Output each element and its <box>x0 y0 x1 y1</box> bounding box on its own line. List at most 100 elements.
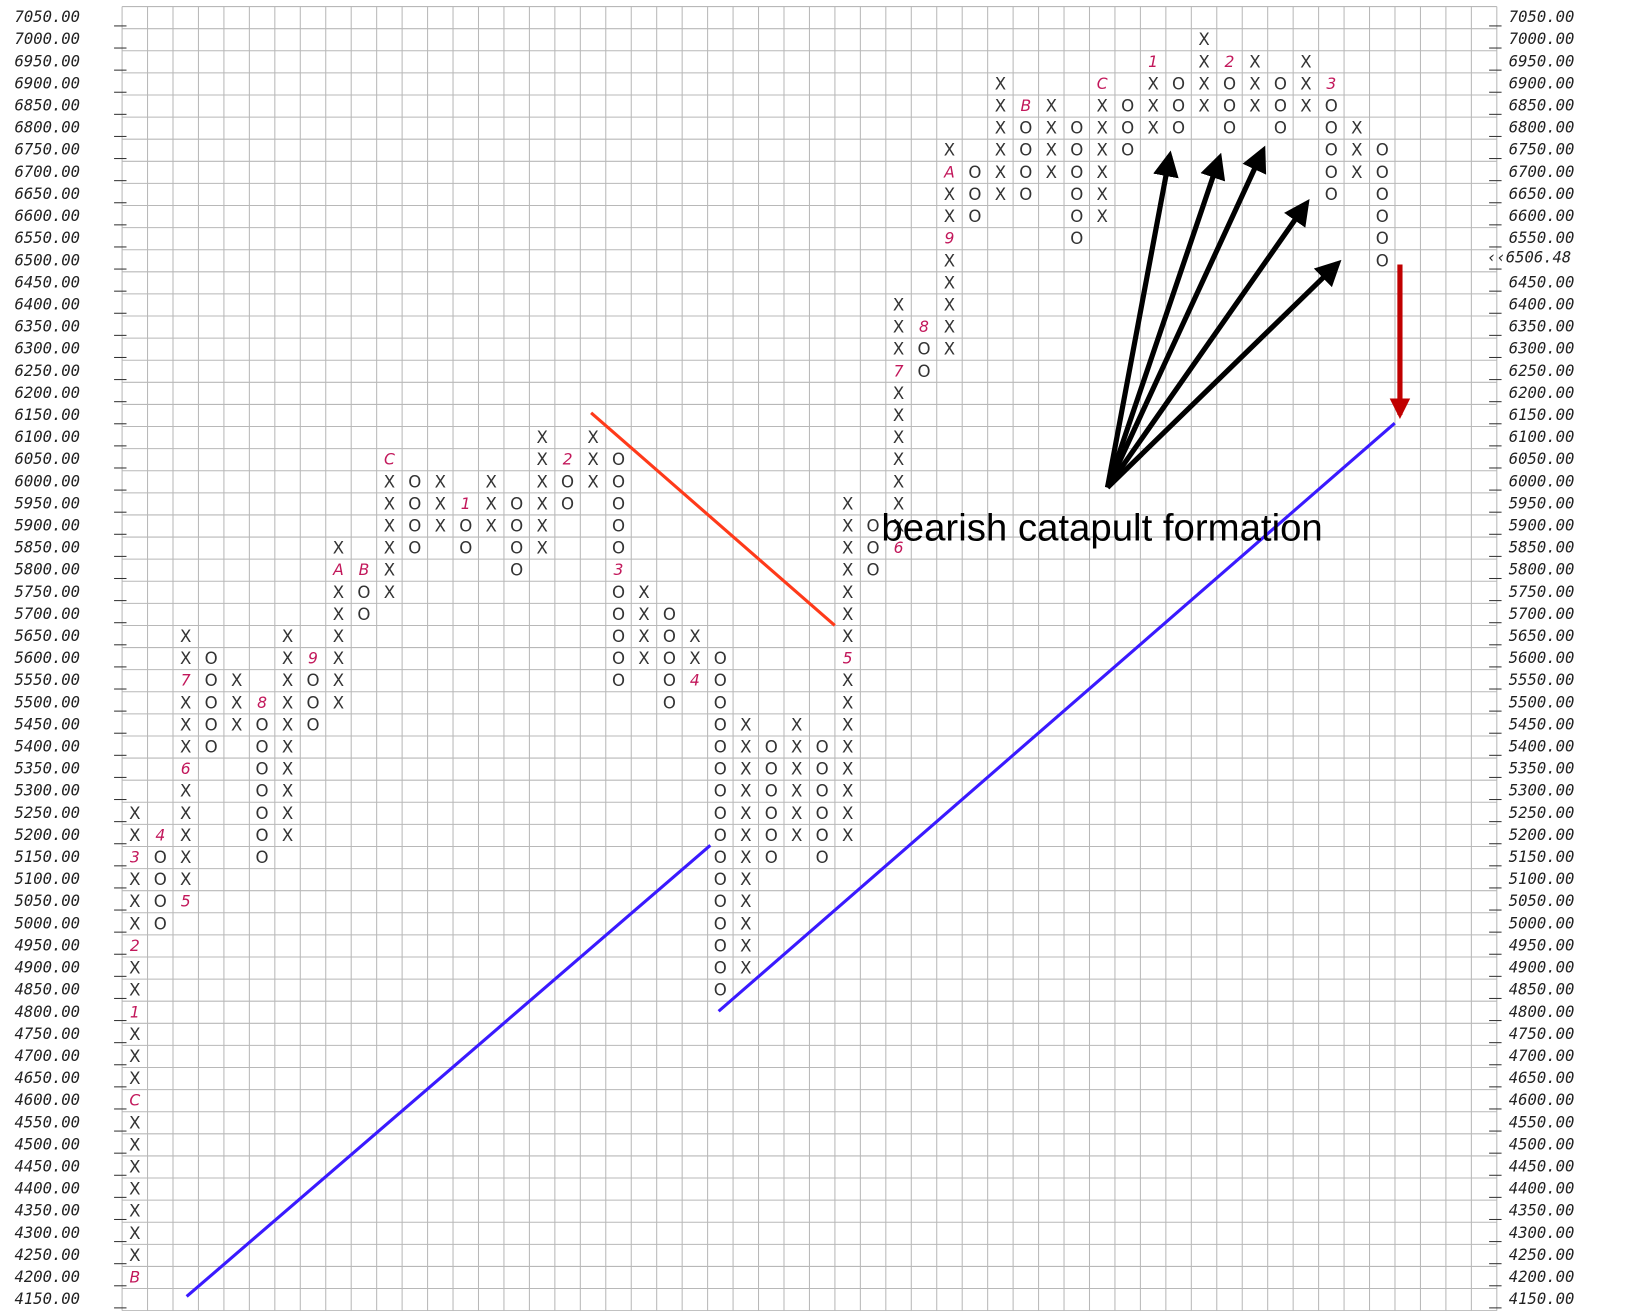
x-box: X <box>791 738 802 757</box>
x-box: X <box>384 472 395 491</box>
x-box: X <box>333 627 344 646</box>
x-box: X <box>180 848 191 867</box>
o-box: O <box>816 826 829 845</box>
x-box: X <box>1097 141 1108 160</box>
x-box: X <box>791 715 802 734</box>
x-box: X <box>333 583 344 602</box>
x-box: X <box>1046 97 1057 116</box>
o-box: O <box>1121 141 1134 160</box>
o-box: O <box>714 782 727 801</box>
x-column: XXX <box>1249 52 1260 115</box>
x-box: X <box>893 450 904 469</box>
x-box: X <box>536 428 547 447</box>
x-box: X <box>180 627 191 646</box>
x-box: X <box>944 185 955 204</box>
x-box: X <box>740 760 751 779</box>
o-box: O <box>968 163 981 182</box>
o-box: O <box>714 693 727 712</box>
x-box: X <box>689 649 700 668</box>
x-box: X <box>1351 119 1362 138</box>
o-box: O <box>510 494 523 513</box>
y-tick-label-right: 4900.00 <box>1509 959 1575 977</box>
o-box: O <box>714 870 727 889</box>
y-tick-label-right: 4750.00 <box>1509 1025 1575 1043</box>
o-box: O <box>1172 97 1185 116</box>
o-box: O <box>1325 163 1338 182</box>
month-marker: 7 <box>181 672 191 690</box>
month-marker: A <box>943 163 955 181</box>
x-box: X <box>995 74 1006 93</box>
y-tick-label-right: 6700.00 <box>1509 163 1575 181</box>
o-box: O <box>459 539 472 558</box>
o-box: O <box>1172 119 1185 138</box>
y-tick-label: 4750.00 <box>15 1025 81 1043</box>
o-box: O <box>357 605 370 624</box>
y-tick-label: 4350.00 <box>15 1202 81 1220</box>
y-tick-label: 6100.00 <box>15 428 81 446</box>
month-marker: 4 <box>155 826 165 844</box>
y-tick-label-right: 5850.00 <box>1509 539 1575 557</box>
o-box: O <box>714 760 727 779</box>
month-marker: 2 <box>130 937 140 955</box>
x-box: X <box>1198 52 1209 71</box>
y-tick-label-right: 4400.00 <box>1509 1180 1575 1198</box>
y-tick-label-right: 5500.00 <box>1509 693 1575 711</box>
y-tick-label-right: 6650.00 <box>1509 185 1575 203</box>
x-box: X <box>740 826 751 845</box>
y-tick-label-right: 6450.00 <box>1509 273 1575 291</box>
arrow <box>1105 259 1342 490</box>
x-box: X <box>893 295 904 314</box>
o-box: O <box>663 627 676 646</box>
o-box: O <box>663 649 676 668</box>
support-line <box>717 421 1396 1013</box>
y-tick-label-right: 5150.00 <box>1509 848 1575 866</box>
x-box: X <box>1046 141 1057 160</box>
y-tick-label-right: 6150.00 <box>1509 406 1575 424</box>
x-box: X <box>995 97 1006 116</box>
y-tick-label: 6850.00 <box>15 97 81 115</box>
x-box: X <box>995 163 1006 182</box>
y-tick-label: 4900.00 <box>15 959 81 977</box>
y-tick-label: 5850.00 <box>15 539 81 557</box>
y-tick-label-right: 6600.00 <box>1509 207 1575 225</box>
o-column: OO 2 <box>561 451 574 514</box>
o-box: O <box>917 340 930 359</box>
y-tick-label: 4400.00 <box>15 1180 81 1198</box>
y-tick-label: 4150.00 <box>15 1290 81 1308</box>
month-marker: 6 <box>181 760 191 778</box>
o-box: O <box>714 936 727 955</box>
x-box: X <box>129 1157 140 1176</box>
x-box: X <box>893 472 904 491</box>
o-column: OOO <box>1172 74 1185 137</box>
x-box: X <box>893 494 904 513</box>
o-box: O <box>408 539 421 558</box>
y-tick-label: 4500.00 <box>15 1135 81 1153</box>
o-box: O <box>968 185 981 204</box>
y-tick-label: 4850.00 <box>15 981 81 999</box>
o-box: O <box>714 715 727 734</box>
x-box: X <box>129 1202 140 1221</box>
o-box: O <box>714 914 727 933</box>
x-box: X <box>435 494 446 513</box>
x-box: X <box>435 472 446 491</box>
y-tick-label: 5350.00 <box>15 760 81 778</box>
x-box: X <box>384 539 395 558</box>
x-box: X <box>1249 52 1260 71</box>
o-box: O <box>306 671 319 690</box>
o-column: OOO <box>968 163 981 226</box>
x-box: X <box>486 494 497 513</box>
y-tick-label: 7050.00 <box>15 8 81 26</box>
x-box: X <box>333 605 344 624</box>
y-tick-label-right: 5900.00 <box>1509 516 1575 534</box>
x-box: X <box>740 870 751 889</box>
o-box: O <box>1070 185 1083 204</box>
y-tick-label-right: 6200.00 <box>1509 384 1575 402</box>
o-box: O <box>663 693 676 712</box>
y-tick-label: 4950.00 <box>15 936 81 954</box>
o-box: O <box>1325 185 1338 204</box>
